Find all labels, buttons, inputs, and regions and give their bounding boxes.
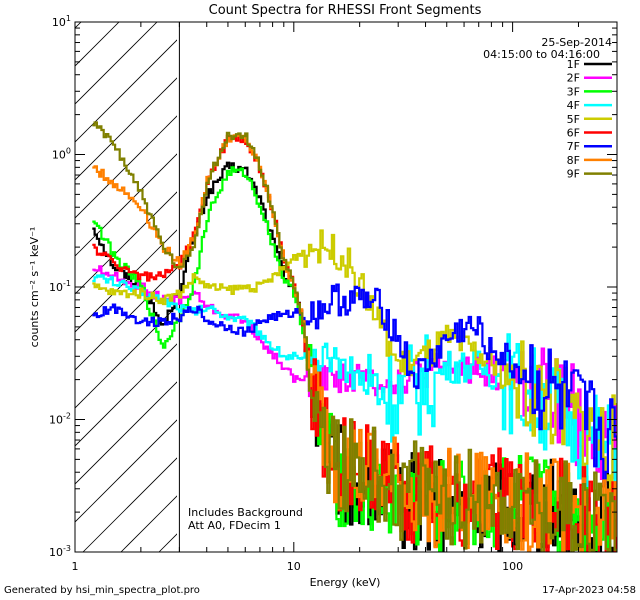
y-tick-labels: 10-3 10-2 10-1 100 101 — [49, 14, 71, 559]
y-axis-label: counts cm⁻² s⁻¹ keV⁻¹ — [28, 227, 41, 348]
legend-label: 2F — [567, 72, 580, 85]
hatch-line — [75, 191, 177, 295]
chart-title: Count Spectra for RHESSI Front Segments — [209, 3, 482, 18]
series-group — [92, 121, 617, 552]
legend-label: 8F — [567, 154, 580, 167]
x-tick-labels: 1 10 100 — [72, 560, 524, 573]
annotation-background: Includes Background — [188, 506, 303, 519]
legend-label: 3F — [567, 85, 580, 98]
y-tick-label: 10-1 — [49, 279, 71, 294]
hatch-line — [75, 153, 177, 257]
y-tick-label: 10-3 — [49, 544, 71, 559]
legend-label: 6F — [567, 127, 580, 140]
hatched-excluded-region — [75, 22, 177, 552]
hatch-line — [75, 381, 177, 485]
legend-label: 4F — [567, 99, 580, 112]
footer-generated-by: Generated by hsi_min_spectra_plot.pro — [4, 585, 200, 596]
series-line-9F — [92, 121, 617, 552]
legend-label: 5F — [567, 113, 580, 126]
hatch-line — [75, 419, 177, 523]
x-axis-ticks — [74, 22, 618, 552]
x-tick-label: 1 — [72, 560, 79, 573]
hatch-line — [75, 22, 120, 67]
annotation-attenuator: Att A0, FDecim 1 — [188, 519, 281, 532]
hatch-line — [75, 229, 177, 333]
x-tick-label: 100 — [502, 560, 523, 573]
date-label: 25-Sep-2014 — [541, 36, 612, 49]
series-line-8F — [92, 133, 617, 552]
y-tick-label: 101 — [52, 14, 71, 29]
legend-label: 7F — [567, 140, 580, 153]
series-line-5F — [92, 229, 617, 492]
hatch-line — [75, 22, 158, 105]
series-line-7F — [92, 283, 617, 485]
legend-label: 1F — [567, 58, 580, 71]
x-axis-label: Energy (keV) — [310, 576, 381, 589]
y-axis-ticks — [75, 27, 617, 553]
y-tick-label: 10-2 — [49, 412, 71, 427]
x-tick-label: 10 — [287, 560, 301, 573]
footer-timestamp: 17-Apr-2023 04:58 — [542, 585, 636, 596]
time-range-label: 04:15:00 to 04:16:00 — [483, 48, 600, 61]
legend-label: 9F — [567, 168, 580, 181]
y-tick-label: 100 — [52, 147, 71, 162]
hatch-line — [75, 39, 177, 143]
